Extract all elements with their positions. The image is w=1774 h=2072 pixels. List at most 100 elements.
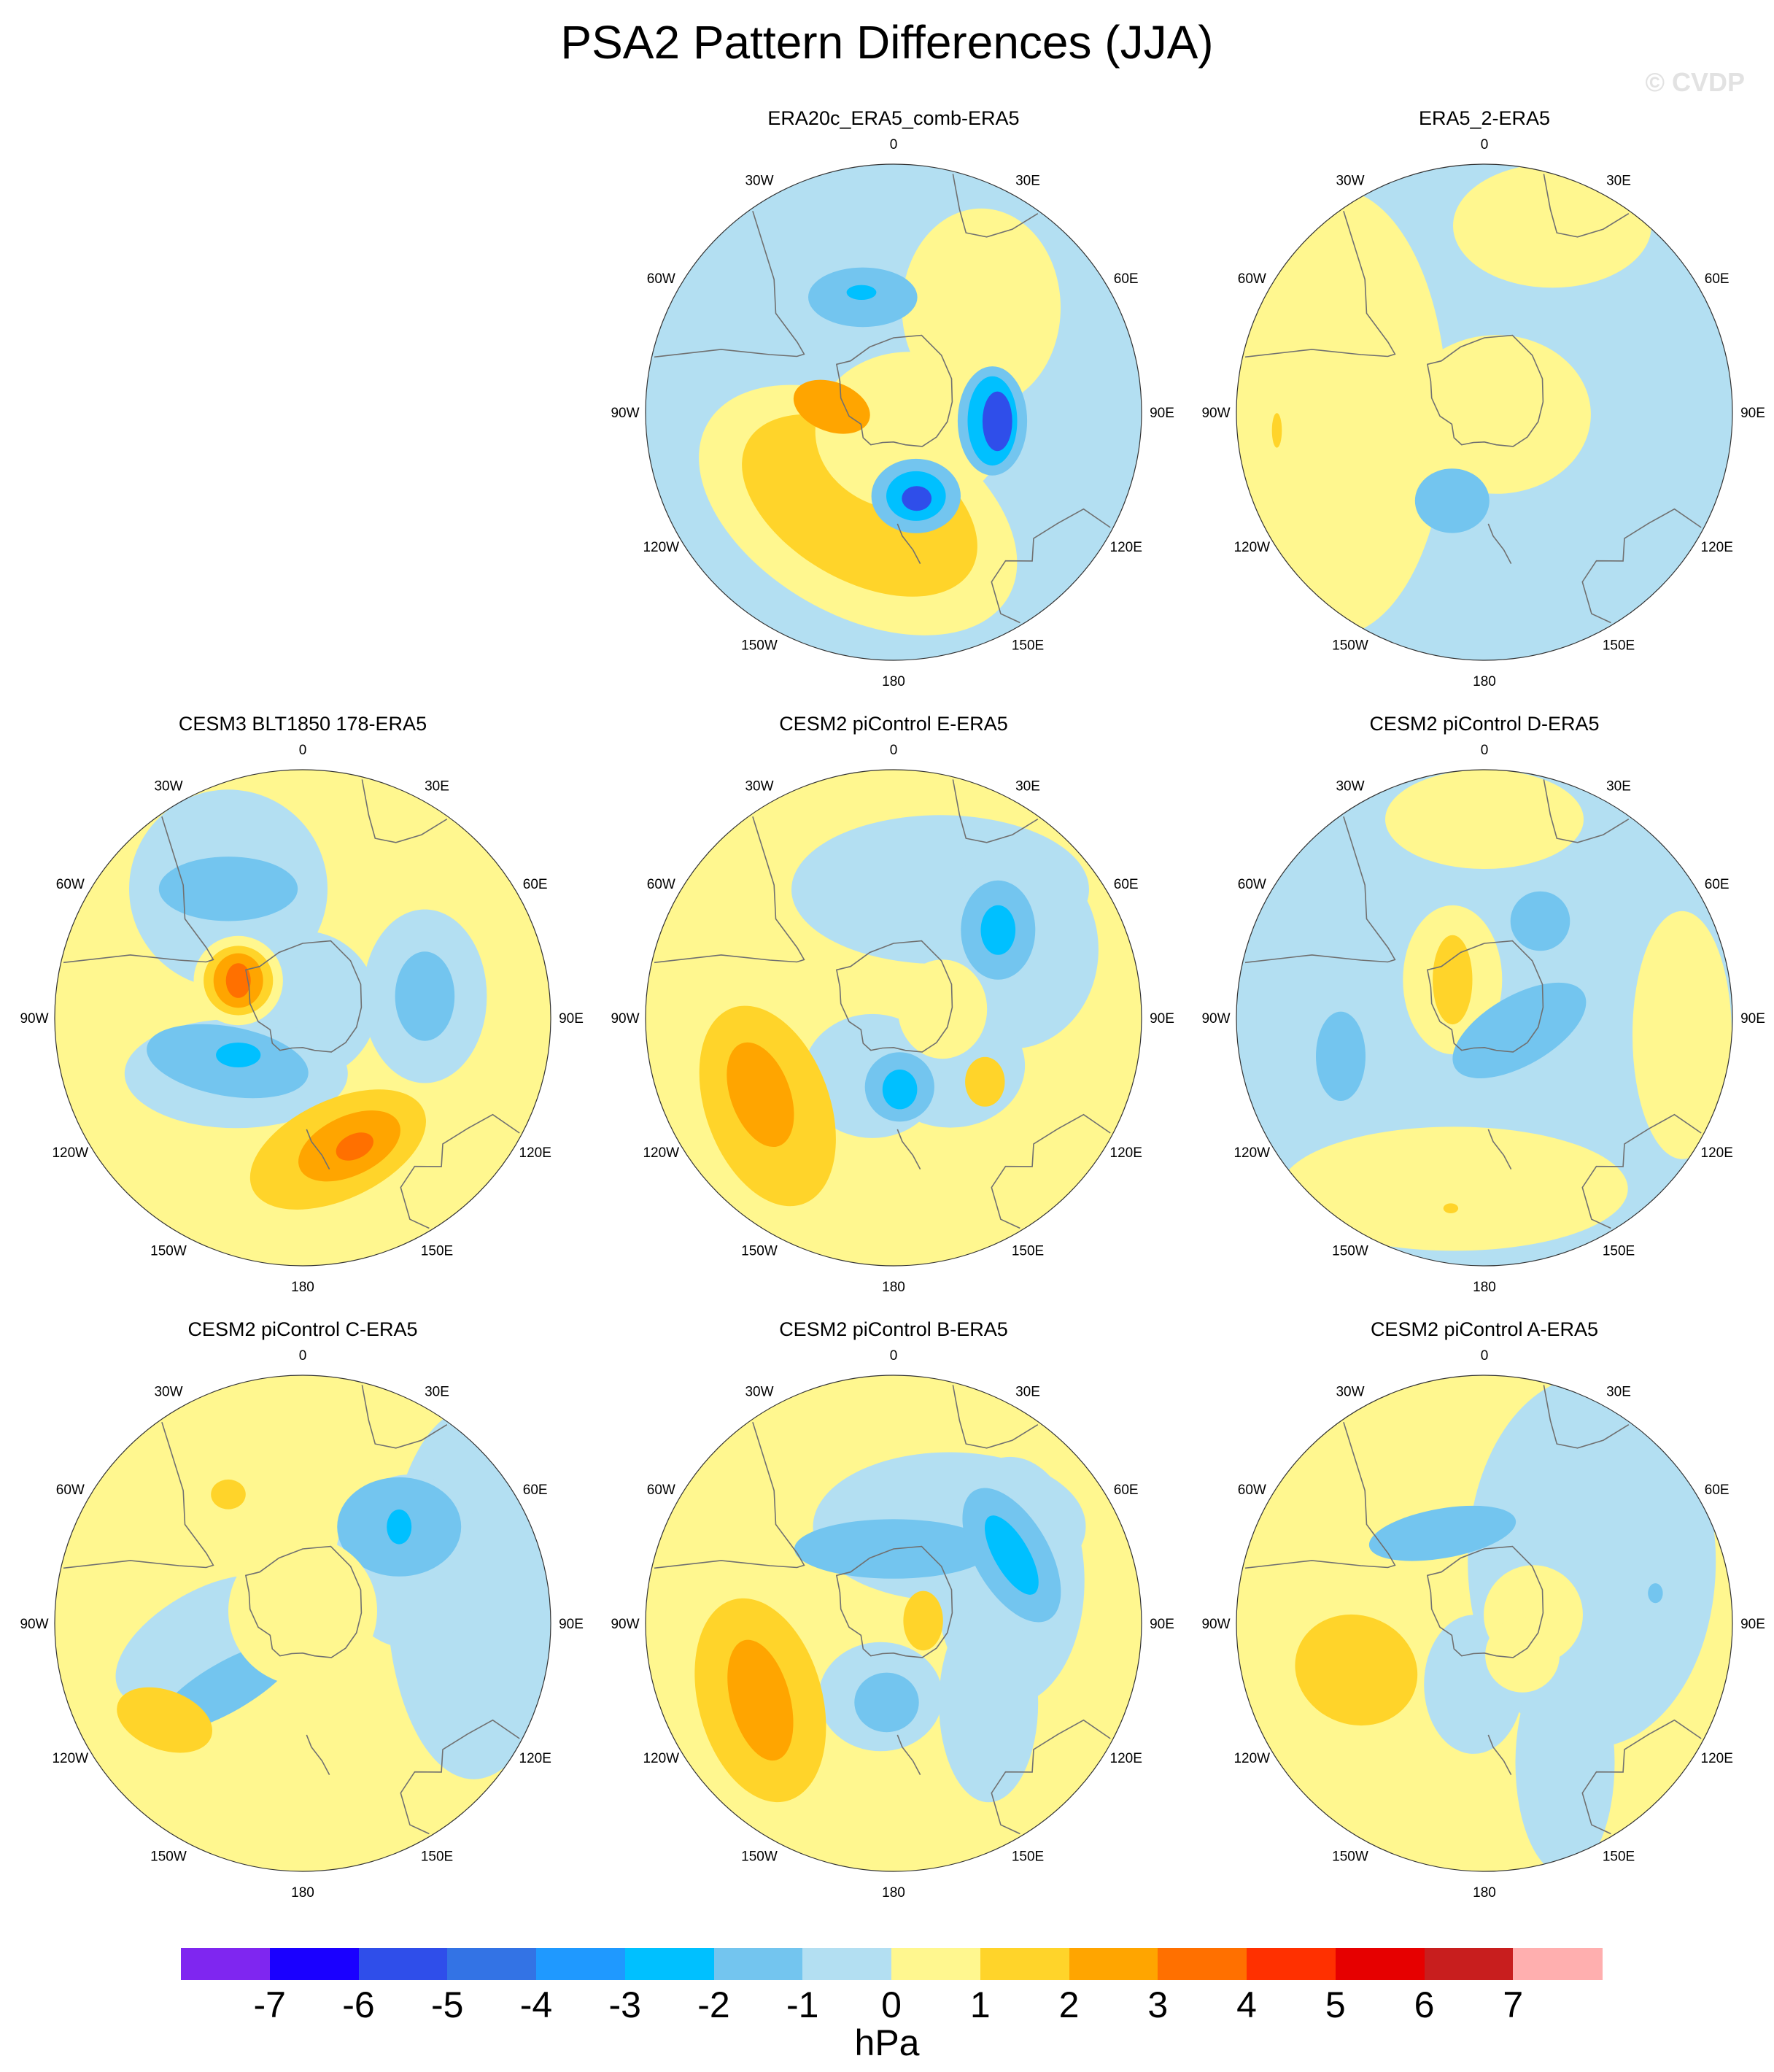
map-panel-p5: CESM2 piControl D-ERA5 0 30E 60E 90E 120E 150E…: [1200, 711, 1769, 1295]
anomaly-contour: [336, 1132, 373, 1161]
colorbar-tick-label: 0: [881, 1984, 902, 2025]
colorbar-swatch: [1069, 1948, 1158, 1980]
anomaly-contour: [1280, 1126, 1628, 1251]
anomaly-contour: [1414, 468, 1490, 533]
longitude-label: 150E: [1603, 1244, 1635, 1259]
longitude-label: 30W: [1336, 1384, 1364, 1399]
longitude-label: 30W: [1336, 778, 1364, 794]
coastline: [306, 1734, 330, 1775]
colorbar-swatch: [1424, 1948, 1514, 1980]
map-border: [1236, 769, 1733, 1267]
panel-title: CESM2 piControl B-ERA5: [779, 1318, 1008, 1340]
colorbar-tick-label: -1: [786, 1984, 819, 2025]
longitude-label: 90W: [1201, 1011, 1230, 1027]
colorbar-swatch: [1247, 1948, 1336, 1980]
longitude-label: 90W: [1201, 1617, 1230, 1632]
longitude-label: 60W: [56, 1483, 85, 1498]
longitude-label: 30W: [745, 778, 773, 794]
longitude-label: 150E: [1012, 638, 1044, 654]
map-border: [645, 163, 1142, 661]
coastline: [1244, 1422, 1396, 1569]
panel-title: CESM3 BLT1850 178-ERA5: [178, 713, 427, 735]
longitude-label: 0: [1481, 1348, 1489, 1364]
longitude-label: 120W: [52, 1751, 88, 1766]
polar-map: 0 30E 60E 90E 120E 150E 180 150W 120W 90W 60W 30W: [20, 743, 584, 1295]
longitude-label: 30E: [425, 1384, 449, 1399]
map-border: [1236, 163, 1733, 661]
anomaly-contour: [1632, 911, 1732, 1159]
longitude-label: 150W: [741, 1849, 778, 1865]
longitude-label: 150W: [1332, 1244, 1368, 1259]
colorbar-swatch: [802, 1948, 892, 1980]
longitude-label: 30W: [154, 1384, 182, 1399]
anomaly-contour: [897, 959, 988, 1059]
longitude-label: 120W: [52, 1145, 88, 1161]
longitude-label: 30W: [745, 1384, 773, 1399]
coastline: [1244, 816, 1396, 964]
longitude-label: 180: [1473, 1280, 1496, 1295]
watermark: © CVDP: [1645, 67, 1745, 97]
anomaly-contour: [903, 1590, 943, 1651]
coastline: [991, 1719, 1111, 1835]
longitude-label: 90W: [611, 1617, 639, 1632]
longitude-label: 180: [291, 1280, 314, 1295]
anomaly-contour: [902, 208, 1061, 407]
anomaly-contour: [982, 391, 1012, 452]
anomaly-contour: [1271, 413, 1282, 448]
anomaly-contour: [1368, 1505, 1517, 1561]
longitude-label: 0: [890, 137, 898, 152]
coastline: [835, 334, 953, 447]
longitude-label: 150E: [1012, 1849, 1044, 1865]
longitude-label: 30E: [1606, 1384, 1631, 1399]
longitude-label: 30E: [425, 778, 449, 794]
colorbar-swatch: [713, 1948, 803, 1980]
map-border: [1236, 1375, 1733, 1872]
longitude-label: 120E: [519, 1145, 551, 1161]
longitude-label: 150W: [150, 1244, 187, 1259]
longitude-label: 60E: [523, 1483, 548, 1498]
longitude-label: 60W: [647, 877, 675, 892]
longitude-label: 120E: [1110, 1751, 1142, 1766]
longitude-label: 150E: [1603, 638, 1635, 654]
coastline: [654, 1422, 805, 1569]
longitude-label: 90E: [559, 1011, 584, 1027]
longitude-label: 30W: [745, 173, 773, 188]
coastline: [835, 1545, 953, 1658]
colorbar-tick-label: -2: [697, 1984, 730, 2025]
anomaly-contour: [965, 1056, 1005, 1107]
anomaly-contour: [1443, 1203, 1459, 1213]
longitude-label: 60E: [1114, 877, 1139, 892]
anomaly-contour: [1385, 770, 1584, 869]
colorbar-swatch: [1513, 1948, 1603, 1980]
longitude-label: 120E: [1701, 1751, 1733, 1766]
longitude-label: 30E: [1606, 173, 1631, 188]
colorbar-tick-label: -7: [253, 1984, 286, 2025]
longitude-label: 150W: [150, 1849, 187, 1865]
polar-map: 0 30E 60E 90E 120E 150E 180 150W 120W 90W 60W 30W: [1201, 743, 1765, 1295]
colorbar-swatch: [181, 1948, 271, 1980]
anomaly-contour: [727, 1042, 794, 1148]
anomaly-contour: [395, 951, 455, 1041]
map-panel-p7: CESM2 piControl B-ERA5 0 30E 60E 90E 120E 150E…: [609, 1317, 1178, 1901]
longitude-label: 60W: [1238, 1483, 1266, 1498]
longitude-label: 90E: [1740, 1617, 1765, 1632]
longitude-label: 180: [882, 674, 905, 689]
coastline: [1543, 174, 1630, 238]
longitude-label: 0: [1481, 743, 1489, 758]
coastline: [63, 1422, 214, 1569]
longitude-label: 60W: [56, 877, 85, 892]
longitude-label: 60E: [1114, 271, 1139, 287]
longitude-label: 60E: [1705, 271, 1730, 287]
longitude-label: 30E: [1606, 778, 1631, 794]
anomaly-contour: [1236, 189, 1447, 635]
colorbar-swatch: [1335, 1948, 1425, 1980]
longitude-label: 90W: [611, 1011, 639, 1027]
longitude-label: 150E: [421, 1849, 453, 1865]
polar-map: 0 30E 60E 90E 120E 150E 180 150W 120W 90W 60W 30W: [1201, 137, 1765, 689]
longitude-label: 90E: [1740, 406, 1765, 421]
anomaly-contour: [846, 285, 877, 300]
longitude-label: 150W: [741, 1244, 778, 1259]
anomaly-contour: [980, 905, 1016, 955]
coastline: [896, 523, 921, 564]
map-background: [646, 1375, 1142, 1871]
